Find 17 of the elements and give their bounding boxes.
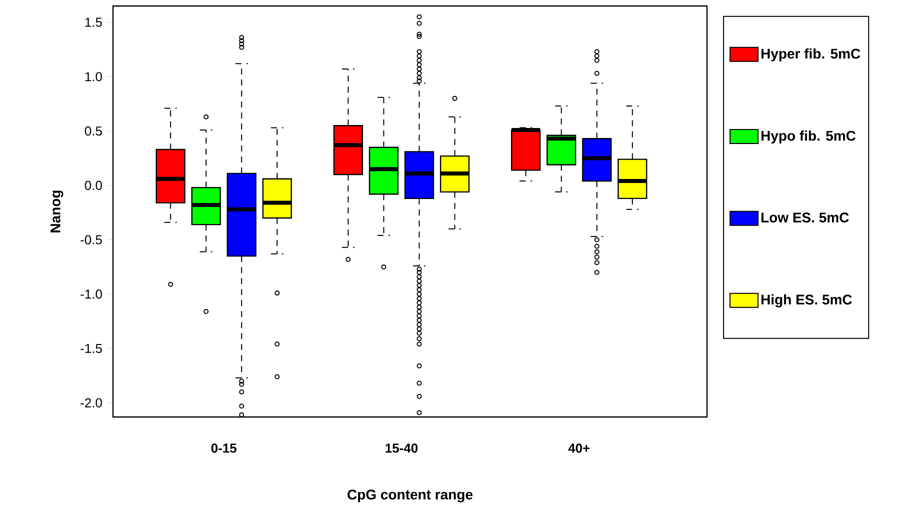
- x-tick-label: 15-40: [386, 444, 418, 453]
- y-tick-label: 0.0: [84, 180, 102, 190]
- y-tick-label: 0.5: [84, 126, 102, 136]
- legend-label: Hypo fib. 5mC: [761, 130, 856, 144]
- x-tick-label: 40+: [568, 444, 590, 453]
- y-tick-label: -1.0: [80, 290, 102, 299]
- y-axis-title: Nanog: [50, 190, 64, 232]
- y-tick-label: -1.5: [80, 344, 102, 354]
- y-tick-label: 1.0: [85, 72, 102, 82]
- y-tick-label: -0.5: [80, 235, 102, 244]
- y-tick-label: -2.0: [80, 398, 102, 408]
- legend-label: Hyper fib. 5mC: [761, 48, 860, 62]
- legend-label: High ES. 5mC: [761, 294, 852, 308]
- legend-label: Low ES. 5mC: [761, 212, 849, 222]
- x-tick-label: 0-15: [211, 444, 236, 453]
- x-axis-title: CpG content range: [348, 490, 473, 502]
- y-tick-label: 1.5: [85, 18, 102, 27]
